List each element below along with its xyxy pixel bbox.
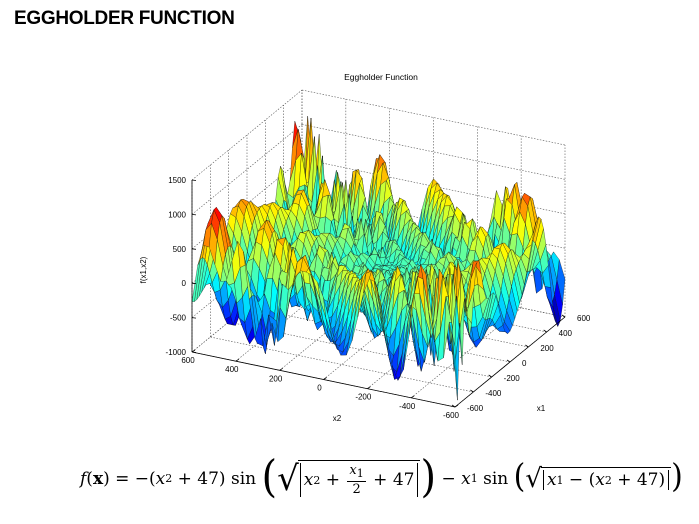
z-tick-label: 1500	[168, 176, 186, 185]
x-tick	[525, 344, 529, 348]
formula-plus47c: + 47)	[611, 470, 666, 490]
frac-den: 2	[352, 482, 361, 497]
plot-title: Eggholder Function	[344, 72, 418, 82]
formula-x1b: x	[546, 470, 557, 490]
formula-f: f	[80, 468, 87, 489]
paren: )	[420, 451, 437, 502]
formula-minus2: − (	[563, 470, 596, 490]
surface-patch	[449, 321, 458, 401]
formula-plus47a: + 47) sin	[172, 468, 262, 489]
z-tick	[191, 282, 197, 285]
x-tick-label: -400	[485, 389, 502, 398]
z-tick-label: -500	[170, 314, 187, 323]
z-tick-label: 1000	[168, 210, 186, 219]
y-tick	[235, 358, 240, 362]
formula-minus: −	[436, 468, 462, 489]
x-tick-label: -200	[504, 374, 521, 383]
paren: (	[513, 456, 526, 496]
y-tick	[410, 395, 415, 399]
x-tick-label: 0	[522, 359, 527, 368]
y-tick	[367, 386, 371, 389]
x-axis-label: x1	[537, 404, 546, 413]
y-tick-label: -200	[355, 393, 372, 402]
x-tick	[506, 359, 511, 363]
y-tick	[323, 377, 327, 380]
formula-plus: +	[320, 470, 346, 490]
y-tick-label: 600	[181, 356, 195, 365]
wall-grid-line	[191, 124, 303, 215]
x-tick-label: 400	[559, 329, 573, 338]
formula-x1a: x	[461, 468, 471, 489]
z-tick-label: 500	[173, 245, 187, 254]
eggholder-surface-plot: 150010005000-500-10006004002000-200-400-…	[139, 72, 591, 423]
paren: )	[671, 456, 683, 496]
y-tick-label: -400	[399, 402, 416, 411]
formula-x: x	[92, 468, 104, 489]
x-tick	[470, 389, 474, 393]
y-tick	[191, 349, 196, 353]
z-tick	[191, 248, 197, 250]
y-tick	[279, 368, 283, 371]
plot-axes	[191, 179, 566, 408]
z-tick-label: 0	[182, 279, 187, 288]
page-title: EGGHOLDER FUNCTION	[14, 8, 235, 29]
tick-labels: 150010005000-500-10006004002000-200-400-…	[166, 176, 591, 420]
x-tick-label: 600	[577, 314, 591, 323]
z-tick	[191, 179, 197, 181]
x-tick	[488, 374, 492, 378]
formula-plus47b: + 47	[367, 470, 415, 490]
x-tick	[561, 314, 566, 318]
z-tick	[191, 351, 197, 353]
formula-x2b: x	[303, 470, 314, 490]
y-tick-label: 0	[317, 384, 322, 393]
x-tick-label: -600	[467, 404, 484, 413]
y-axis-label: x2	[333, 414, 342, 423]
surface-mesh	[191, 116, 566, 401]
sub: 2	[313, 473, 321, 487]
fraction: x1 2	[347, 463, 366, 497]
formula-eq: = −(	[115, 468, 156, 489]
frac-num: x	[349, 463, 357, 478]
x-tick	[451, 404, 456, 408]
sub: 1	[356, 467, 364, 480]
x-tick	[543, 329, 547, 333]
z-axis-label: f(x1,x2)	[139, 256, 148, 283]
y-tick-label: -600	[443, 411, 460, 420]
formula-x2c: x	[595, 470, 605, 490]
sub: 1	[470, 472, 478, 485]
y-tick-label: 400	[225, 365, 239, 374]
sub: 2	[604, 473, 612, 487]
formula-x2a: x	[155, 468, 166, 489]
z-tick-label: -1000	[166, 348, 187, 357]
z-tick	[191, 317, 197, 319]
y-tick	[454, 404, 459, 408]
sub: 1	[556, 473, 564, 487]
formula-sin: sin	[477, 468, 514, 489]
paren: (	[261, 451, 278, 502]
sub: 2	[165, 472, 173, 485]
y-tick-label: 200	[269, 374, 283, 383]
x-tick-label: 200	[540, 344, 554, 353]
z-tick	[191, 214, 197, 216]
